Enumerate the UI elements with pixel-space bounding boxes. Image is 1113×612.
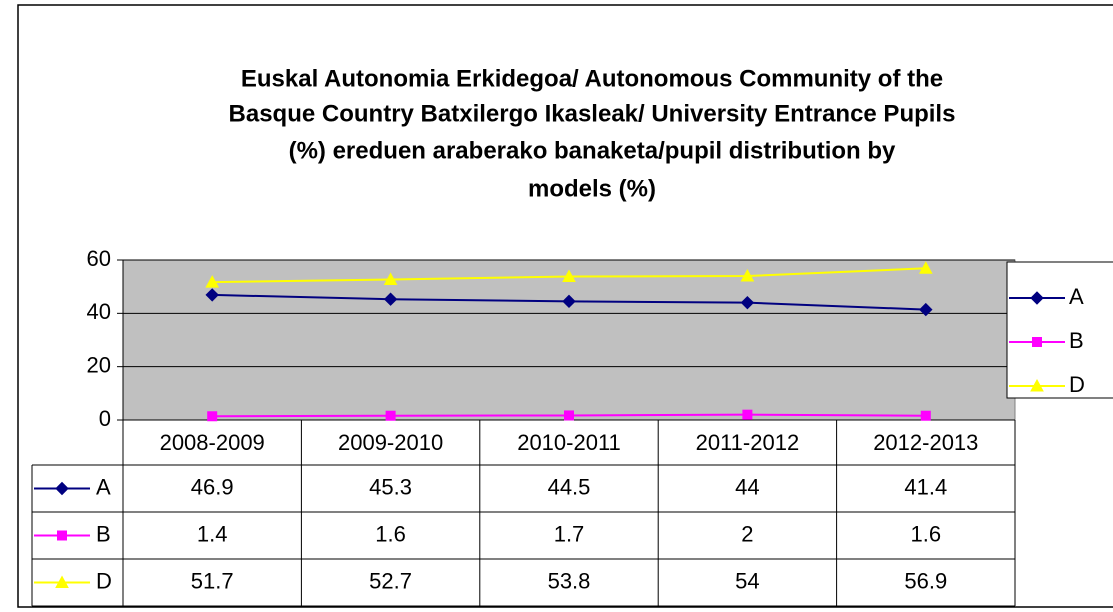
table-cell: 1.4	[197, 521, 228, 546]
x-tick-label: 2009-2010	[338, 430, 443, 455]
table-cell: 1.6	[375, 521, 406, 546]
marker	[205, 275, 220, 288]
table-cell: 54	[735, 568, 759, 593]
table-cell: 45.3	[369, 474, 412, 499]
y-tick-label: 40	[87, 299, 111, 324]
x-tick-label: 2008-2009	[160, 430, 265, 455]
legend-label: D	[1069, 372, 1085, 397]
marker	[383, 272, 398, 285]
legend-label: A	[1069, 284, 1084, 309]
y-tick-label: 0	[99, 406, 111, 431]
marker	[740, 295, 755, 310]
table-cell: 44	[735, 474, 759, 499]
chart-title-line: Euskal Autonomia Erkidegoa/ Autonomous C…	[241, 65, 943, 92]
marker	[742, 409, 753, 420]
marker	[57, 530, 67, 541]
chart-title: Euskal Autonomia Erkidegoa/ Autonomous C…	[229, 65, 956, 202]
legend-label: B	[1069, 328, 1084, 353]
marker	[207, 411, 218, 422]
table-row-label: A	[96, 474, 111, 499]
x-tick-label: 2012-2013	[873, 430, 978, 455]
marker	[205, 288, 219, 302]
marker	[1030, 378, 1044, 392]
marker	[1032, 337, 1042, 347]
table-row-label: D	[96, 568, 112, 593]
x-tick-label: 2010-2011	[517, 430, 621, 455]
marker	[918, 261, 933, 274]
table-cell: 46.9	[191, 474, 234, 499]
plot-area	[122, 259, 1016, 421]
table-cell: 52.7	[369, 568, 412, 593]
marker	[1030, 291, 1044, 305]
marker	[919, 302, 933, 317]
table-cell: 1.6	[911, 521, 942, 546]
marker	[740, 268, 755, 282]
y-tick-label: 20	[87, 352, 111, 377]
marker	[55, 481, 69, 496]
table-cell: 1.7	[554, 521, 585, 546]
table-cell: 51.7	[191, 568, 234, 593]
chart-title-line: Basque Country Batxilergo Ikasleak/ Univ…	[229, 100, 956, 127]
table-row-label: B	[96, 521, 111, 546]
chart-title-line: models (%)	[528, 175, 656, 202]
table-cell: 2	[741, 521, 753, 546]
marker	[385, 410, 396, 421]
table-cell: 41.4	[904, 474, 947, 499]
table-cell: 53.8	[548, 568, 591, 593]
marker	[55, 575, 69, 588]
marker	[564, 410, 574, 421]
table-cell: 44.5	[548, 474, 591, 499]
legend	[1006, 261, 1113, 399]
marker	[383, 292, 398, 306]
x-tick-label: 2011-2012	[696, 430, 800, 455]
table-cell: 56.9	[904, 568, 947, 593]
chart-title-line: (%) ereduen araberako banaketa/pupil dis…	[289, 137, 896, 164]
y-tick-label: 60	[87, 246, 111, 271]
marker	[562, 294, 576, 309]
marker	[920, 410, 931, 421]
marker	[562, 269, 576, 283]
